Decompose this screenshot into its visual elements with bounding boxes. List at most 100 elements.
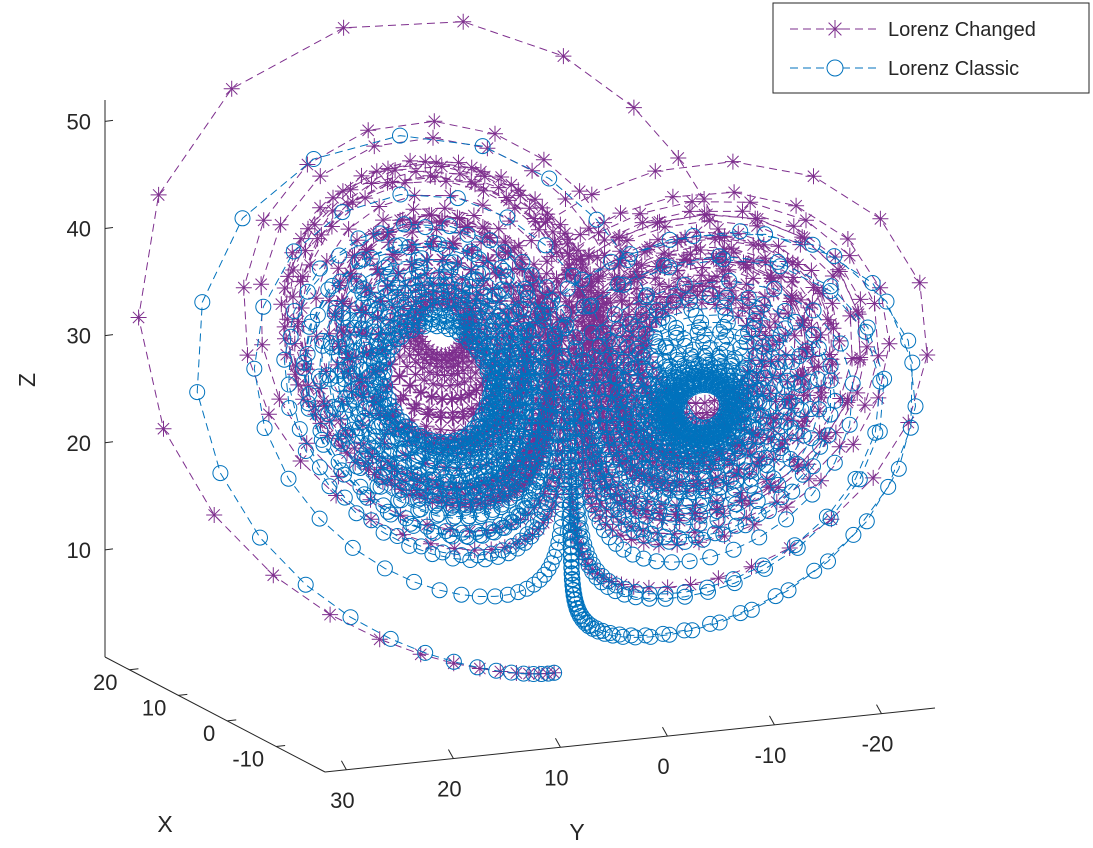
data-point [778,414,795,431]
data-point [637,502,654,519]
data-point [316,397,333,414]
data-point [881,335,898,352]
data-point [452,389,469,406]
data-point [371,266,388,283]
data-point [593,430,610,446]
data-point [604,492,621,509]
data-point [748,305,765,322]
data-point [537,214,554,231]
data-point [586,309,603,326]
data-point [374,473,391,490]
data-point [570,313,587,330]
data-point [644,453,661,470]
data-point [504,471,521,488]
data-point [784,483,801,500]
data-point [416,372,433,389]
data-point [872,210,889,227]
data-point [574,277,591,294]
data-point [506,417,523,434]
data-point [499,362,516,379]
data-point [478,438,494,455]
data-point [385,428,401,445]
data-point [314,332,331,349]
data-point [820,427,837,444]
y-tick-label: 10 [544,765,568,790]
data-point [223,80,240,97]
data-point [464,424,481,441]
data-point [598,502,615,519]
data-point [789,430,806,447]
data-point [585,407,602,424]
data-point [684,622,701,639]
data-point [595,295,612,312]
data-point [683,465,700,481]
data-point [711,614,728,631]
data-point [422,452,438,468]
data-point [578,543,595,560]
data-point [475,254,491,271]
data-point [808,329,825,346]
data-point [277,330,293,347]
data-point [627,391,644,408]
data-point [552,421,569,438]
data-point [394,422,411,439]
data-point [534,462,551,479]
data-point [635,385,652,402]
data-point [560,367,577,384]
data-point [587,503,604,520]
data-point [130,309,147,326]
data-point [450,356,467,372]
data-point [517,389,534,406]
data-point [382,404,399,421]
data-point [757,254,774,271]
data-point [324,202,341,219]
data-point [822,372,839,389]
data-point [534,199,551,216]
data-point [597,351,614,368]
data-point [334,293,351,310]
data-point [484,281,501,298]
data-point [613,527,629,544]
data-point [768,334,785,351]
y-tick-label: 20 [437,777,461,802]
data-point [803,262,820,279]
data-point [463,471,480,488]
data-point [638,309,655,326]
data-point [798,212,814,229]
data-point [745,253,762,270]
data-point [676,622,693,639]
data-point [710,570,727,587]
data-point [375,497,392,514]
data-point [878,293,895,310]
data-point [478,423,495,439]
data-point [533,666,550,682]
data-point [773,489,790,506]
data-point [637,325,654,342]
data-point [415,436,432,453]
data-point [396,459,413,476]
data-point [759,457,776,474]
data-point [591,510,608,527]
data-point [427,446,444,463]
data-point [688,449,705,466]
data-point [466,307,482,324]
data-point [525,666,542,682]
data-point [517,322,534,339]
data-point [328,487,345,504]
data-point [776,431,793,448]
data-point [413,538,430,555]
data-point [442,352,459,368]
data-point [720,450,737,467]
data-point [641,585,658,602]
data-point [557,191,574,207]
data-point [520,505,537,522]
data-point [296,354,313,371]
data-point [693,267,710,284]
data-point [298,356,315,372]
data-point [594,622,611,639]
data-point [476,168,493,185]
data-point [331,347,347,364]
data-point [563,485,579,502]
data-point [643,445,660,462]
